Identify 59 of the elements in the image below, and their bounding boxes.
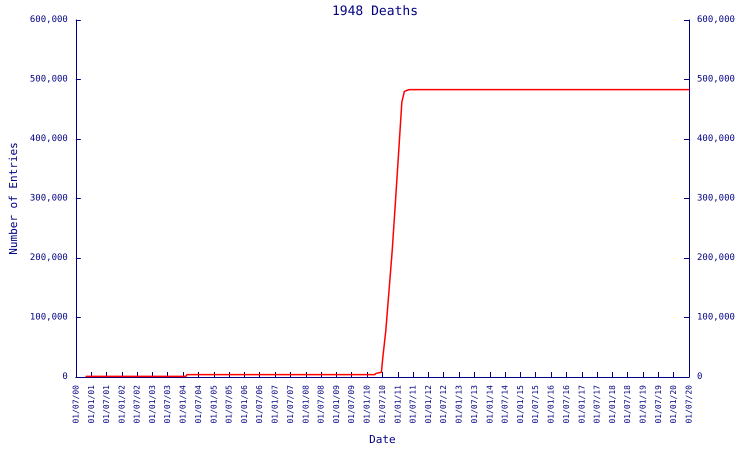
x-tick-label: 01/01/03	[148, 384, 158, 424]
y2-tick-label: 400,000	[697, 134, 735, 144]
x-tick-label: 01/07/11	[408, 384, 418, 424]
x-tick-label: 01/01/15	[516, 384, 525, 424]
x-tick-label: 01/07/13	[470, 384, 479, 424]
x-tick-label: 01/07/19	[654, 384, 663, 424]
x-tick-label: 01/01/07	[270, 384, 280, 424]
y2-tick-label: 200,000	[697, 253, 735, 263]
x-tick-label: 01/07/20	[684, 384, 694, 424]
y-tick-label: 600,000	[30, 15, 68, 25]
y-axis-title: Number of Entries	[7, 142, 20, 255]
x-tick-label: 01/07/09	[347, 384, 356, 424]
y-tick-label: 300,000	[30, 194, 68, 204]
x-tick-label: 01/01/01	[86, 384, 96, 424]
x-tick-label: 01/01/05	[209, 384, 218, 424]
line-series	[85, 88, 690, 378]
x-tick-label: 01/01/20	[669, 384, 678, 424]
x-tick-label: 01/01/02	[117, 384, 126, 424]
x-tick-label: 01/07/04	[194, 384, 203, 424]
x-tick-label: 01/07/17	[592, 384, 602, 424]
y2-tick-label: 600,000	[697, 15, 735, 25]
x-tick-label: 01/01/11	[393, 384, 402, 424]
x-tick-label: 01/07/01	[102, 384, 111, 424]
y2-tick-label: 100,000	[697, 312, 735, 322]
x-tick-label: 01/01/14	[485, 384, 494, 424]
x-tick-label: 01/01/17	[577, 384, 586, 424]
y2-tick-label: 0	[697, 372, 702, 382]
x-tick-label: 01/07/07	[286, 384, 295, 424]
x-tick-label: 01/07/16	[562, 384, 571, 424]
y-tick-label: 100,000	[30, 312, 68, 322]
x-tick-label: 01/07/18	[623, 384, 632, 424]
x-axis-title: Date	[369, 433, 396, 446]
chart-title: 1948 Deaths	[332, 4, 418, 19]
x-tick-label: 01/01/04	[178, 384, 188, 424]
x-tick-label: 01/01/10	[362, 384, 372, 424]
x-tick-label: 01/07/15	[531, 384, 540, 424]
x-tick-label: 01/07/14	[500, 384, 510, 424]
y2-tick-label: 500,000	[697, 74, 735, 84]
x-tick-label: 01/01/12	[424, 384, 433, 424]
x-tick-label: 01/01/19	[638, 384, 648, 424]
x-tick-label: 01/07/03	[163, 384, 172, 424]
y-tick-label: 0	[62, 372, 68, 382]
x-tick-label: 01/07/10	[378, 384, 387, 424]
x-tick-label: 01/01/16	[546, 384, 556, 424]
x-tick-label: 01/07/02	[132, 384, 142, 424]
x-tick-label: 01/01/18	[608, 384, 617, 424]
x-tick-label: 01/07/05	[224, 384, 234, 424]
x-tick-label: 01/01/09	[332, 384, 342, 424]
y-tick-label: 200,000	[30, 253, 68, 263]
x-tick-label: 01/07/08	[316, 384, 326, 424]
x-tick-label: 01/01/13	[454, 384, 464, 424]
y-tick-label: 400,000	[30, 134, 68, 144]
y-tick-label: 500,000	[30, 74, 68, 84]
x-tick-label: 01/07/06	[255, 384, 264, 424]
x-tick-label: 01/07/12	[439, 384, 448, 424]
x-tick-label: 01/07/00	[71, 384, 80, 424]
x-tick-label: 01/01/08	[301, 384, 310, 424]
x-tick-label: 01/01/06	[240, 384, 250, 424]
y2-tick-label: 300,000	[697, 194, 735, 204]
